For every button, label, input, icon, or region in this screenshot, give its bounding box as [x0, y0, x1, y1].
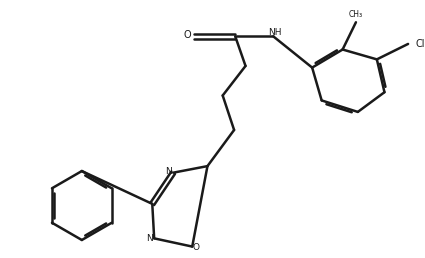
Text: N: N — [165, 167, 172, 176]
Text: O: O — [184, 30, 191, 41]
Text: N: N — [146, 234, 153, 243]
Text: O: O — [193, 243, 200, 252]
Text: CH₃: CH₃ — [349, 10, 363, 19]
Text: NH: NH — [269, 28, 282, 37]
Text: Cl: Cl — [416, 39, 425, 49]
